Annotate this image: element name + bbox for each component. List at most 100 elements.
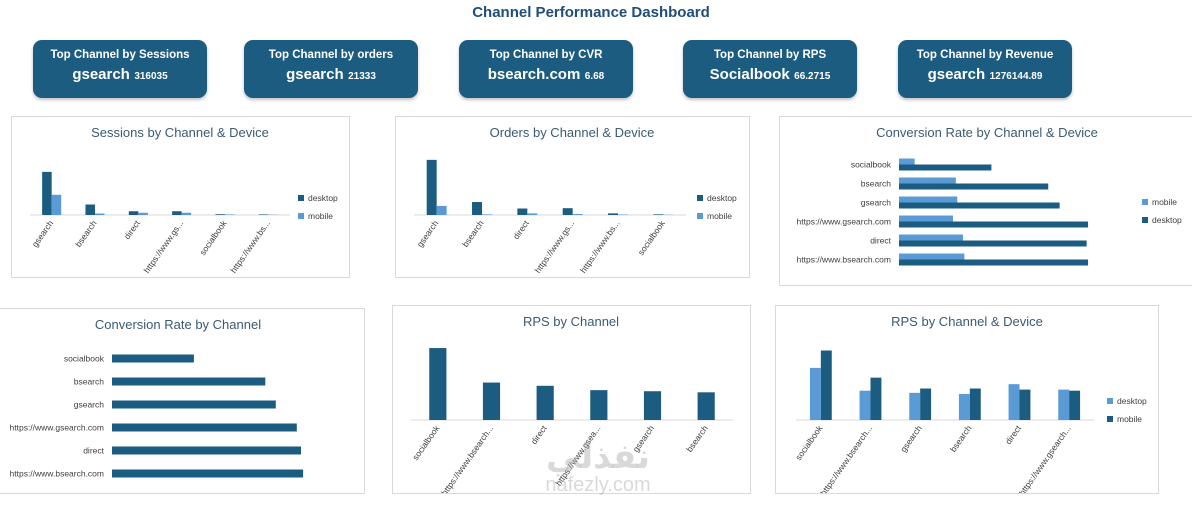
legend-label-desktop: desktop (308, 193, 338, 203)
bar-desktop (1008, 384, 1020, 420)
bar-desktop (42, 171, 52, 215)
kpi-card-orders: Top Channel by orders gsearch 21333 (244, 40, 418, 98)
chart-rps-by-channel-device: RPS by Channel & Device socialbook https:/… (775, 305, 1159, 494)
category-label: gsearch (898, 423, 924, 454)
kpi-value: 6.68 (584, 71, 605, 82)
bar-mobile (95, 213, 105, 215)
bar-rps (429, 348, 447, 420)
bar-mobile (920, 388, 932, 420)
category-label: socialbook (64, 354, 105, 364)
dashboard-title: Channel Performance Dashboard (472, 4, 710, 21)
category-label: https://www.bs... (228, 218, 272, 274)
bar-desktop (258, 214, 269, 215)
kpi-value: 21333 (348, 71, 376, 82)
category-label: https://www.bsearch... (439, 423, 495, 493)
bar-rps (643, 391, 662, 420)
bar-rps (590, 390, 608, 420)
bar-desktop (899, 202, 1060, 209)
bar-desktop (215, 214, 225, 215)
bar-desktop (859, 390, 871, 420)
chart-rps-by-channel: RPS by Channel socialbook https://www.bsea… (392, 305, 751, 494)
bar-cvr (112, 446, 301, 455)
bar-mobile (436, 205, 447, 215)
chart-title: RPS by Channel (523, 314, 619, 329)
bar-desktop (85, 204, 95, 215)
legend-label-mobile: mobile (707, 211, 732, 221)
chart-title: Conversion Rate by Channel & Device (876, 125, 1098, 140)
bar-mobile (899, 253, 965, 260)
bar-mobile (181, 212, 192, 215)
chart-svg: Conversion Rate by Channel & Device socia… (797, 125, 1182, 266)
kpi-channel: bsearch.com (487, 66, 581, 83)
bar-desktop (517, 208, 528, 215)
chart-title: Conversion Rate by Channel (95, 317, 261, 332)
bar-desktop (472, 202, 482, 215)
kpi-label: Top Channel by RPS (713, 49, 827, 61)
watermark-logo: نفذلي nafezly.com (528, 440, 668, 496)
kpi-channel: Socialbook (709, 66, 790, 83)
kpi-label: Top Channel by orders (268, 49, 394, 61)
kpi-value: 316035 (134, 71, 168, 82)
bar-rps (482, 382, 501, 420)
category-label: gsearch (415, 218, 441, 249)
bar-mobile (899, 234, 963, 241)
category-label: socialbook (851, 160, 892, 170)
bar-cvr (112, 469, 304, 478)
bar-desktop (899, 221, 1089, 228)
category-label: https://www.bsearch... (818, 423, 874, 493)
kpi-label: Top Channel by Sessions (50, 49, 190, 61)
bar-desktop (128, 211, 139, 215)
bar-mobile (1069, 390, 1081, 420)
chart-svg: Orders by Channel & Device gsearch bsearch… (414, 125, 737, 275)
legend-swatch-desktop (1107, 398, 1113, 404)
kpi-value: 1276144.89 (989, 71, 1043, 82)
legend-swatch-mobile (298, 213, 304, 219)
watermark-latin: nafezly.com (545, 474, 651, 496)
category-label: direct (870, 236, 891, 246)
category-label: https://www.gsearch.com (10, 423, 104, 433)
chart-title: Orders by Channel & Device (490, 125, 655, 140)
category-label: https://www.gs... (142, 218, 186, 274)
bar-mobile (820, 350, 832, 420)
category-label: socialbook (636, 218, 668, 257)
bar-cvr (112, 354, 194, 363)
chart-sessions-by-channel-device: Sessions by Channel & Device gsearch bsear… (11, 116, 350, 278)
bar-cvr (112, 400, 276, 409)
chart-svg: RPS by Channel socialbookhttps://www.bsea… (410, 314, 733, 493)
legend-label-desktop: desktop (1117, 396, 1147, 406)
chart-title: Sessions by Channel & Device (91, 125, 269, 140)
category-label: bsearch (684, 423, 710, 454)
legend-label-mobile: mobile (1117, 414, 1142, 424)
bar-mobile (1019, 389, 1031, 420)
kpi-channel: gsearch (927, 66, 986, 83)
bar-mobile (899, 196, 958, 203)
category-label: direct (511, 218, 531, 241)
bar-mobile (870, 377, 882, 420)
kpi-card-revenue: Top Channel by Revenue gsearch 1276144.8… (898, 40, 1072, 98)
bar-mobile (138, 212, 148, 215)
kpi-card-sessions: Top Channel by Sessions gsearch 316035 (33, 40, 207, 98)
bar-rps (697, 392, 715, 420)
category-label: bsearch (861, 179, 892, 189)
kpi-label: Top Channel by CVR (489, 49, 603, 61)
bar-desktop (899, 259, 1089, 266)
bar-desktop (899, 240, 1087, 247)
chart-svg: Conversion Rate by Channel socialbook bsea… (10, 317, 304, 479)
legend-label-mobile: mobile (308, 211, 333, 221)
bar-mobile (225, 214, 235, 215)
legend-label-desktop: desktop (707, 193, 737, 203)
bar-desktop (653, 214, 664, 215)
watermark-arabic: نفذلي (545, 437, 651, 477)
bar-mobile (899, 177, 956, 184)
category-label: bsearch (73, 218, 99, 249)
bar-desktop (426, 159, 437, 215)
chart-cvr-by-channel-device: Conversion Rate by Channel & Device socia… (779, 116, 1192, 286)
legend-swatch-desktop (298, 195, 304, 201)
legend-swatch-mobile (1107, 416, 1113, 422)
category-label: socialbook (410, 423, 442, 462)
bar-desktop (899, 164, 992, 171)
category-label: direct (1003, 423, 1023, 446)
bar-mobile (482, 214, 492, 215)
legend-label-desktop: desktop (1152, 215, 1182, 225)
bar-mobile (969, 388, 981, 420)
